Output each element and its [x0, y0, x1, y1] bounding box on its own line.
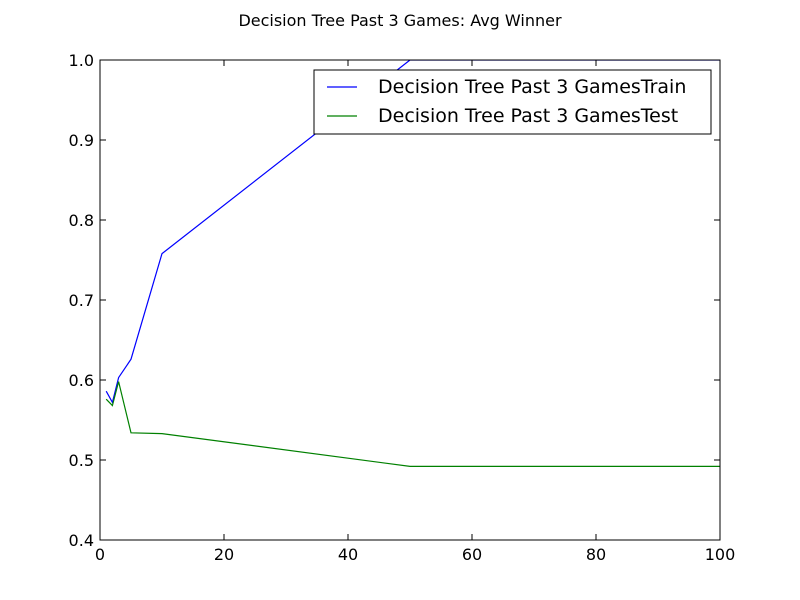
y-tick-label: 1.0 — [69, 51, 94, 70]
x-tick-label: 60 — [462, 545, 482, 564]
x-tick-label: 80 — [586, 545, 606, 564]
legend: Decision Tree Past 3 GamesTrain Decision… — [313, 69, 712, 135]
y-tick-label: 0.9 — [69, 131, 94, 150]
plot-frame — [99, 59, 721, 541]
legend-box — [313, 69, 712, 135]
x-tick-label: 40 — [338, 545, 358, 564]
x-tick-label: 100 — [705, 545, 736, 564]
y-tick-label: 0.5 — [69, 451, 94, 470]
y-tick-label: 0.6 — [69, 371, 94, 390]
y-tick-label: 0.4 — [69, 531, 94, 550]
series-line-test — [105, 381, 720, 467]
chart-title: Decision Tree Past 3 Games: Avg Winner — [238, 11, 562, 30]
series-line-train — [105, 60, 720, 405]
y-tick-label: 0.8 — [69, 211, 94, 230]
x-tick-label: 20 — [214, 545, 234, 564]
x-tick-label: 0 — [95, 545, 105, 564]
y-tick-label: 0.7 — [69, 291, 94, 310]
legend-label-test: Decision Tree Past 3 GamesTest — [378, 105, 678, 127]
legend-label-train: Decision Tree Past 3 GamesTrain — [378, 76, 686, 98]
series-layer — [105, 60, 720, 467]
ticks-layer: 0 20 40 60 80 100 0.4 0.5 0.6 0.7 0.8 0.9 1.0 — [69, 51, 736, 564]
